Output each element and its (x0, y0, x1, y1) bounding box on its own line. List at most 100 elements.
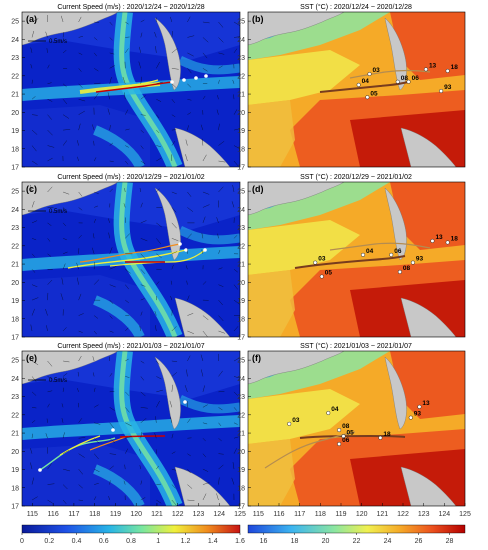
velocity-arrow (140, 32, 143, 38)
velocity-arrow (171, 99, 175, 103)
colorbar-tick-label: 1 (156, 538, 160, 545)
drifter-track (121, 79, 159, 87)
velocity-arrow (46, 48, 48, 53)
velocity-arrow (47, 463, 52, 470)
speed-patch (22, 105, 150, 167)
velocity-arrow (155, 416, 157, 423)
velocity-arrow (169, 400, 173, 408)
velocity-arrow (47, 483, 55, 485)
velocity-arrow (187, 125, 189, 131)
y-tick-label: 20 (11, 449, 19, 456)
velocity-arrow (31, 376, 37, 382)
velocity-arrow (202, 204, 210, 208)
velocity-arrow (47, 64, 50, 69)
drifter-track (299, 435, 406, 439)
drifter-label: 08 (401, 75, 409, 82)
velocity-arrow (154, 433, 157, 439)
drifter-label: 03 (373, 67, 381, 74)
velocity-arrow (156, 389, 163, 393)
velocity-arrow (187, 233, 192, 239)
velocity-arrow (201, 138, 204, 146)
velocity-arrow (171, 68, 179, 70)
velocity-arrow (47, 253, 52, 257)
y-tick-label: 21 (11, 262, 19, 269)
velocity-arrow (109, 65, 115, 69)
drifter-marker (445, 240, 450, 245)
velocity-arrow (62, 387, 64, 392)
colorbar-sst-ramp (247, 524, 466, 534)
velocity-arrow (30, 64, 33, 69)
velocity-arrow (125, 376, 130, 378)
y-tick-label: 19 (11, 298, 19, 305)
drifter-marker (395, 79, 400, 84)
plot-frame (247, 181, 466, 338)
drifter-track (294, 255, 406, 269)
drifter-label: 04 (366, 248, 374, 255)
velocity-arrow (47, 157, 53, 162)
velocity-arrow (109, 284, 116, 288)
drifter-label: 03 (318, 256, 326, 263)
x-tick-label: 115 (27, 511, 38, 518)
velocity-arrow (63, 129, 71, 131)
y-tick-label: 18 (11, 316, 19, 323)
velocity-arrow (31, 18, 39, 23)
velocity-arrow (108, 218, 110, 223)
velocity-arrow (233, 284, 238, 290)
y-tick-label: 19 (237, 467, 245, 474)
drifter-label: 08 (342, 423, 350, 430)
velocity-arrow (31, 308, 35, 316)
velocity-arrow (124, 92, 126, 100)
y-tick-label: 22 (11, 73, 19, 80)
colorbar-tick-label: 22 (353, 538, 361, 545)
velocity-arrow (47, 114, 52, 120)
velocity-arrow (171, 499, 177, 506)
velocity-arrow (140, 114, 146, 116)
velocity-arrow (186, 369, 188, 377)
velocity-arrow (140, 418, 147, 423)
velocity-arrow (233, 376, 240, 379)
y-tick-label: 19 (11, 128, 19, 135)
y-tick-label: 18 (11, 146, 19, 153)
drifter-marker (319, 274, 324, 279)
velocity-arrow (93, 453, 99, 460)
drifter-marker (367, 71, 372, 76)
panel-label: (f) (252, 353, 261, 363)
velocity-arrow (94, 21, 100, 23)
colorbar-current-speed: 0 0.2 0.4 0.6 0.8 1 1.2 1.4 1.6 (20, 524, 245, 545)
velocity-arrow (125, 284, 129, 290)
colorbar-sst: 16 18 20 22 24 26 28 (247, 524, 466, 545)
velocity-arrow (78, 52, 83, 55)
drifter-label: 18 (451, 64, 459, 71)
velocity-arrow (218, 315, 224, 321)
velocity-arrow (78, 234, 82, 239)
velocity-arrow (156, 222, 162, 228)
velocity-arrow (94, 37, 98, 41)
sst-warm-patch (390, 351, 465, 419)
colorbar-tick-label: 1.2 (181, 538, 191, 545)
colorbar-tick-label: 18 (291, 538, 299, 545)
velocity-arrow (218, 65, 223, 69)
drifter-label: 04 (362, 78, 370, 85)
drifter-marker (337, 428, 342, 433)
velocity-arrow (171, 433, 174, 439)
land-philippines (174, 297, 231, 337)
velocity-arrow (78, 355, 82, 362)
panel-title: Current Speed (m/s) : 2020/12/29 ~ 2021/… (57, 174, 204, 181)
velocity-arrow (140, 391, 146, 397)
velocity-arrow (125, 422, 132, 427)
velocity-arrow (233, 407, 237, 411)
velocity-arrow (109, 465, 114, 470)
velocity-arrow (216, 493, 219, 501)
velocity-arrow (31, 145, 37, 152)
velocity-arrow (187, 99, 192, 101)
velocity-arrow (61, 277, 64, 285)
velocity-arrow (233, 436, 239, 439)
velocity-arrow (187, 52, 194, 57)
drifter-markers: 03 04 05 06 08 13 18 93 (313, 234, 458, 279)
y-axis: 17 18 19 20 21 22 23 24 25 (237, 19, 251, 172)
drifter-track (319, 81, 409, 93)
velocity-arrow (218, 52, 225, 55)
velocity-arrow (156, 99, 162, 102)
velocity-arrow (233, 235, 238, 239)
velocity-arrow (122, 76, 126, 84)
